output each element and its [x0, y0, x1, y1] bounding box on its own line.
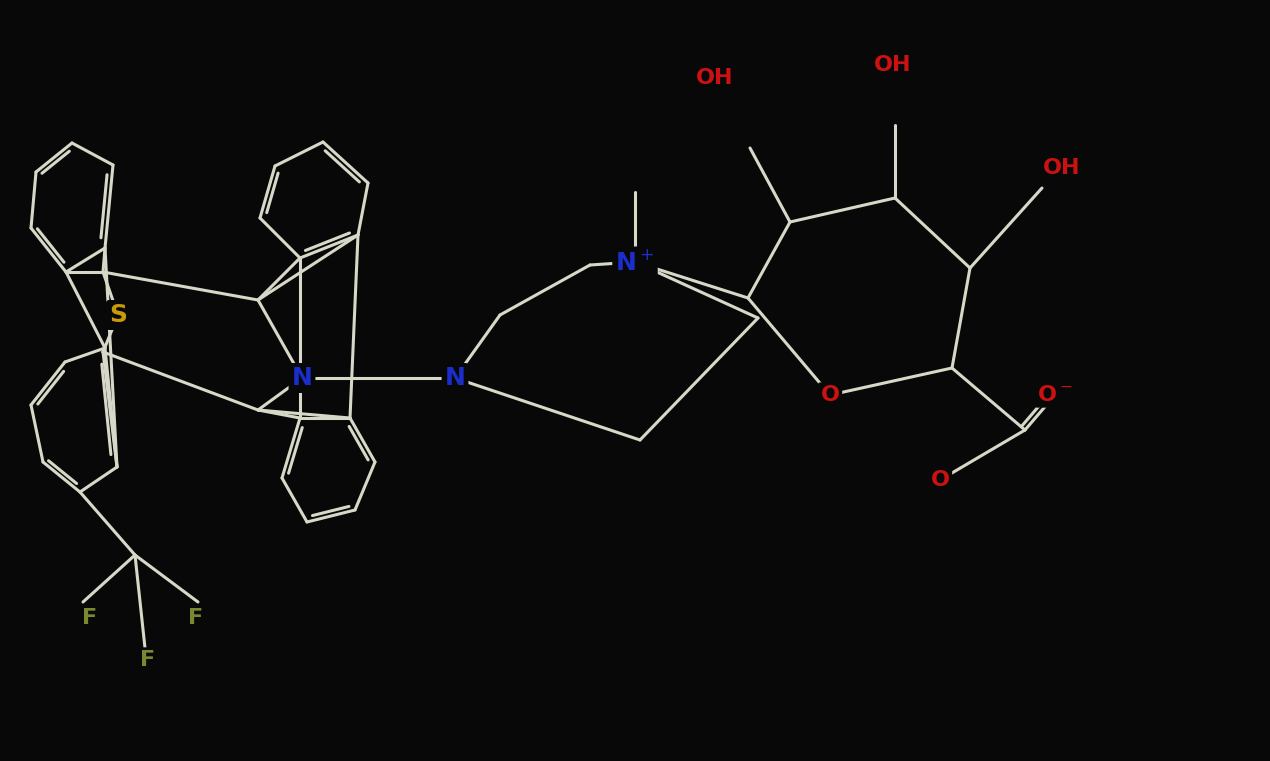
Text: N$^+$: N$^+$ [615, 250, 655, 275]
Text: OH: OH [696, 68, 734, 88]
Text: N: N [292, 366, 312, 390]
Text: OH: OH [874, 55, 912, 75]
Text: N: N [444, 366, 465, 390]
Text: S: S [109, 303, 127, 327]
Text: F: F [141, 650, 155, 670]
Text: OH: OH [1043, 158, 1081, 178]
Text: F: F [188, 608, 203, 628]
Text: F: F [83, 608, 98, 628]
Text: O: O [820, 385, 839, 405]
Text: O$^-$: O$^-$ [1038, 385, 1073, 405]
Text: O: O [931, 470, 950, 490]
